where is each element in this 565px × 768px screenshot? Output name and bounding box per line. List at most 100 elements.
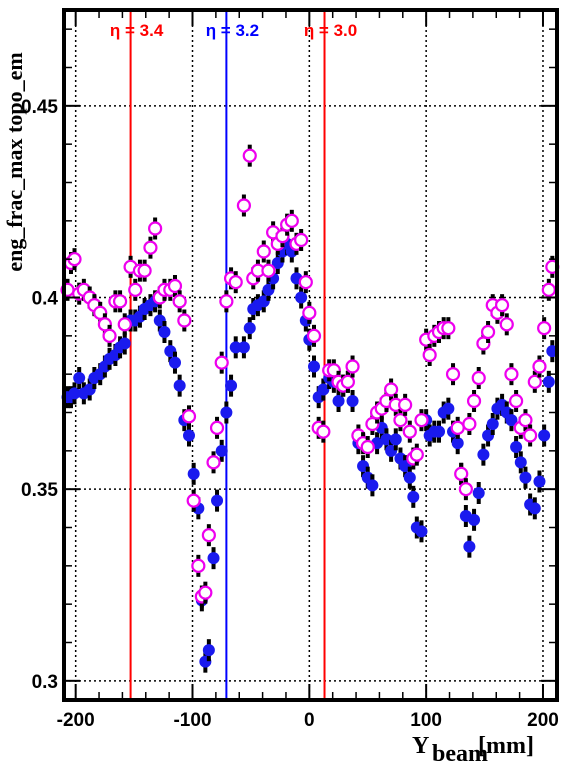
data-point: [316, 424, 331, 439]
data-point: [442, 402, 455, 415]
y-tick-label: 0.4: [32, 289, 59, 310]
data-point: [243, 322, 256, 335]
axes: [64, 10, 557, 700]
data-point: [414, 413, 429, 428]
data-point: [366, 479, 379, 492]
data-point: [215, 444, 228, 457]
data-point: [422, 347, 437, 363]
data-point: [472, 487, 485, 499]
data-point: [167, 278, 183, 294]
x-tick-label: 200: [527, 710, 559, 731]
data-point: [198, 585, 213, 600]
data-point: [510, 441, 523, 453]
data-point: [186, 493, 201, 508]
x-tick-label: -200: [57, 710, 95, 731]
eta-label: η = 3.2: [206, 21, 259, 40]
data-point: [541, 282, 556, 297]
data-point: [128, 282, 143, 297]
data-point: [537, 321, 552, 336]
data-point: [533, 475, 546, 488]
data-point: [494, 298, 510, 313]
x-axis-label-unit: [mm]: [478, 733, 534, 759]
data-point: [471, 370, 486, 386]
eta-label: η = 3.4: [110, 21, 164, 40]
data-point: [117, 317, 132, 332]
data-point: [102, 328, 117, 343]
data-point: [345, 359, 360, 374]
plot-frame: [62, 8, 559, 702]
eta-boundary-lines: [129, 10, 326, 700]
data-point: [306, 328, 322, 343]
x-axis-label-subscript: beam: [432, 741, 488, 767]
data-point: [519, 471, 532, 484]
data-point: [118, 337, 131, 350]
data-point: [463, 540, 476, 553]
data-point: [389, 433, 402, 446]
data-point: [209, 420, 225, 435]
data-series: [60, 144, 560, 673]
data-point: [181, 409, 197, 424]
data-point: [518, 413, 533, 428]
data-point: [514, 456, 527, 469]
data-point: [451, 437, 464, 450]
data-point: [242, 148, 257, 163]
data-point: [415, 525, 428, 538]
data-point: [225, 379, 238, 392]
data-point: [143, 240, 158, 255]
data-point: [68, 387, 81, 400]
data-point: [523, 428, 538, 443]
data-point: [458, 482, 473, 497]
data-point: [505, 414, 518, 427]
data-point: [261, 263, 276, 278]
data-point: [158, 326, 171, 338]
data-point: [403, 471, 416, 484]
data-point: [398, 397, 413, 412]
data-point: [173, 379, 186, 392]
data-point: [183, 429, 196, 442]
data-point: [256, 244, 271, 259]
data-point: [191, 558, 206, 573]
data-point: [509, 393, 524, 409]
eta-label: η = 3.0: [304, 21, 357, 40]
y-tick-label: 0.3: [32, 672, 58, 693]
data-point: [532, 359, 547, 374]
x-tick-label: -100: [173, 710, 211, 731]
data-point: [148, 221, 163, 236]
data-point: [295, 291, 308, 304]
data-point: [219, 294, 234, 309]
data-point: [214, 355, 229, 370]
data-point: [112, 294, 128, 309]
grid-lines: [64, 10, 557, 700]
data-point: [202, 644, 215, 657]
data-point: [538, 429, 551, 442]
x-axis-label: Y: [412, 733, 429, 759]
data-point: [284, 213, 299, 228]
data-point: [504, 367, 519, 382]
data-point: [454, 466, 469, 481]
data-point: [340, 374, 355, 389]
data-point: [177, 313, 192, 328]
data-point: [527, 374, 542, 389]
x-tick-label: 100: [410, 710, 442, 731]
data-point: [206, 455, 221, 470]
data-point: [409, 447, 424, 462]
data-point: [236, 198, 252, 213]
data-point: [450, 420, 465, 435]
data-point: [393, 413, 408, 428]
data-point: [201, 528, 216, 543]
data-point: [468, 513, 481, 526]
y-axis-label: eng_frac_max topo_em: [2, 52, 27, 271]
data-point: [137, 263, 152, 278]
data-point: [220, 406, 233, 419]
data-point: [542, 375, 555, 388]
y-tick-label: 0.45: [21, 97, 58, 118]
data-point: [332, 395, 345, 407]
data-point: [480, 324, 496, 340]
data-point: [237, 341, 250, 354]
x-tick-label: 0: [304, 710, 315, 731]
data-point: [402, 424, 417, 439]
data-point: [187, 467, 200, 480]
data-point: [433, 425, 446, 438]
data-point: [308, 360, 321, 373]
data-point: [317, 383, 330, 396]
